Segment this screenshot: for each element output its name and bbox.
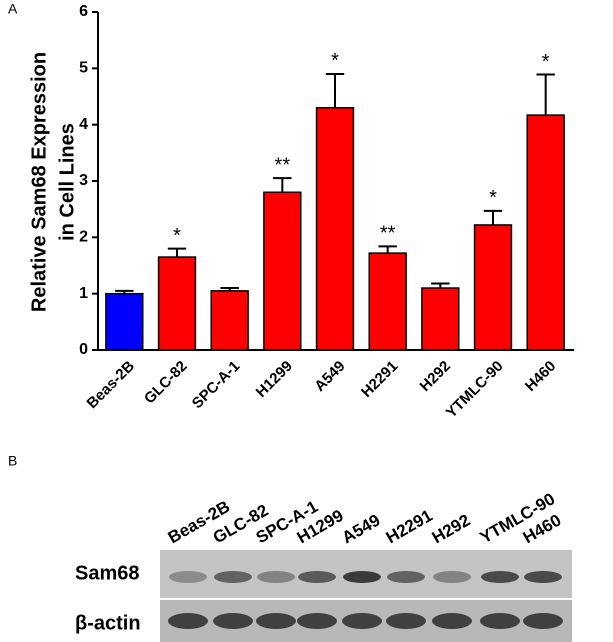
lane-label: A549 [339,511,384,548]
y-axis-title: in Cell Lines [56,123,78,241]
significance: * [542,51,550,73]
significance: * [489,187,497,209]
x-tick-label: A549 [311,358,348,395]
x-tick-label: SPC-A-1 [189,358,243,412]
blot-row-label: Sam68 [75,562,140,584]
x-tick-label: H460 [522,358,559,395]
band [387,571,425,583]
y-tick-label: 2 [79,229,88,246]
band [257,571,295,583]
y-tick-label: 1 [79,285,88,302]
band [298,571,336,583]
y-tick-label: 0 [79,341,88,358]
x-tick-label: Beas-2B [83,357,138,412]
y-tick-label: 4 [79,116,88,133]
band [480,613,520,629]
x-tick-label: H292 [417,358,454,395]
x-tick-label: H1299 [253,358,296,401]
bar [526,114,565,351]
bar [368,252,407,351]
bar [473,224,513,351]
band [168,613,208,629]
significance: ** [380,223,396,245]
x-tick-label: GLC-82 [141,358,191,408]
band [432,613,472,629]
bar [210,290,249,351]
band [433,571,471,583]
panel-label: B [8,453,17,469]
bar [315,107,355,351]
band [481,571,519,583]
lane-label: H292 [429,511,474,548]
lane-label: H2291 [383,506,436,548]
band [524,571,562,583]
y-axis-title: Relative Sam68 Expression [28,52,50,312]
panel-label: A [8,1,18,17]
band [256,613,296,629]
band [169,571,207,583]
bar [263,191,302,351]
bar [157,256,197,351]
band [386,613,426,629]
band [342,613,382,629]
bar [421,287,460,351]
y-tick-label: 3 [79,172,88,189]
band [523,613,563,629]
blot-bands [168,571,563,629]
x-tick-label: YTMLC-90 [443,358,507,422]
band [297,613,337,629]
band [214,571,252,583]
significance: * [331,50,339,72]
band [213,613,253,629]
y-tick-label: 6 [79,3,88,20]
y-tick-label: 5 [79,60,88,77]
blot-row-label: β-actin [75,612,141,634]
x-tick-label: H2291 [358,358,401,401]
significance: ** [275,154,291,176]
bar [105,292,144,351]
significance: * [173,225,181,247]
band [343,571,381,583]
